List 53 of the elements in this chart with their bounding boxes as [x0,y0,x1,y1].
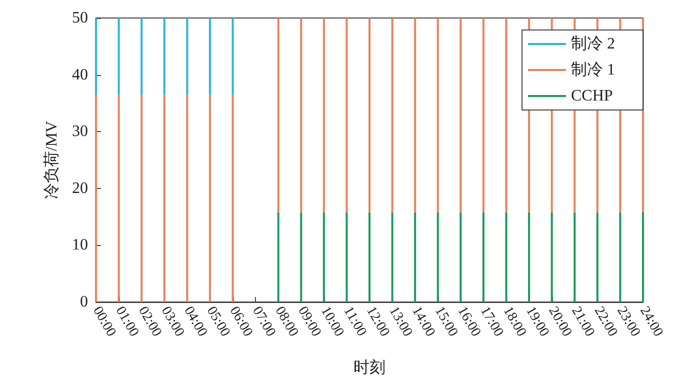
bar [391,18,394,212]
legend-label: 制冷 1 [571,60,615,78]
bar [346,18,348,212]
bar [118,18,120,95]
bar [277,212,280,302]
bar [368,18,370,212]
bar [322,212,325,302]
bar [322,18,325,212]
bar [596,212,598,302]
bar [186,18,188,95]
bar [300,18,302,212]
bar [391,212,394,302]
y-tick-label: 30 [72,123,88,140]
bar [642,212,644,302]
bar [414,212,416,302]
bar [346,212,348,302]
bar [550,212,553,302]
bar [436,18,439,212]
bar [414,18,416,212]
bar [140,18,143,95]
bar [505,212,508,302]
bar [619,212,622,302]
bar [505,18,508,212]
bar [482,18,484,212]
y-tick-label: 0 [80,294,88,310]
bar [208,94,211,302]
bar [186,94,188,302]
bar [163,94,166,302]
legend-label: CCHP [571,88,613,104]
x-axis-title: 时刻 [354,358,386,376]
bar [232,18,234,95]
y-tick-label: 10 [72,236,88,254]
bar [300,212,302,302]
bar [277,18,280,212]
bar [574,212,576,302]
y-tick-label: 50 [72,10,88,26]
bar [208,18,211,95]
bar [528,212,530,302]
bar [232,94,234,302]
bar [460,212,462,302]
bar [460,18,462,212]
bar [95,18,97,95]
bar [482,212,484,302]
bar [140,94,143,302]
bar [163,18,166,95]
y-tick-label: 40 [72,66,88,84]
y-tick-label: 20 [72,180,88,197]
legend-label: 制冷 2 [571,34,615,52]
y-axis-title: 冷负荷/MV [42,120,60,200]
bar [368,212,370,302]
bar [436,212,439,302]
bar [118,94,120,302]
bar [95,94,97,302]
